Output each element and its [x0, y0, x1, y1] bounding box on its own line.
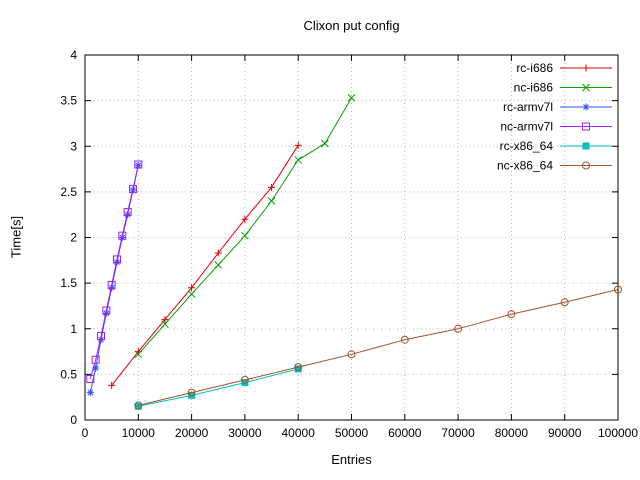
marker-nc-x86_64 — [134, 401, 143, 410]
legend-item-nc-armv7l: nc-armv7l — [500, 120, 612, 134]
y-tick-label: 2.5 — [60, 185, 77, 199]
x-tick-label: 40000 — [282, 426, 316, 440]
legend-sample-marker — [582, 142, 590, 150]
marker-nc-i686 — [347, 94, 356, 102]
legend-item-rc-x86_64: rc-x86_64 — [500, 139, 612, 153]
legend-label: nc-i686 — [514, 81, 554, 95]
legend-sample-marker — [582, 122, 590, 131]
marker-nc-armv7l — [118, 231, 127, 240]
marker-rc-i686 — [241, 215, 249, 223]
marker-nc-armv7l — [91, 355, 100, 364]
legend-item-nc-i686: nc-i686 — [514, 81, 612, 95]
marker-nc-armv7l — [102, 306, 111, 315]
marker-nc-i686 — [294, 156, 303, 164]
series-line-rc-i686 — [111, 145, 299, 386]
y-tick-label: 3.5 — [60, 94, 77, 108]
x-tick-label: 20000 — [175, 426, 209, 440]
y-tick-label: 3 — [70, 139, 77, 153]
marker-rc-armv7l — [108, 284, 116, 292]
marker-rc-armv7l — [86, 389, 94, 397]
y-tick-label: 1 — [70, 322, 77, 336]
series-line-nc-armv7l — [89, 164, 139, 380]
series-line-nc-x86_64 — [138, 289, 619, 406]
legend-label: nc-x86_64 — [497, 159, 553, 173]
marker-nc-armv7l — [112, 255, 121, 264]
marker-rc-armv7l — [124, 211, 132, 219]
marker-rc-armv7l — [92, 364, 100, 372]
marker-rc-i686 — [214, 249, 222, 257]
x-tick-label: 80000 — [495, 426, 529, 440]
y-tick-label: 2 — [70, 231, 77, 245]
marker-nc-x86_64 — [454, 324, 463, 333]
x-tick-label: 10000 — [122, 426, 156, 440]
x-tick-label: 60000 — [388, 426, 422, 440]
marker-rc-i686 — [268, 183, 276, 191]
y-tick-label: 0 — [70, 413, 77, 427]
x-tick-label: 30000 — [228, 426, 262, 440]
marker-nc-x86_64 — [294, 363, 303, 372]
legend-label: nc-armv7l — [500, 120, 553, 134]
x-tick-label: 70000 — [441, 426, 475, 440]
marker-nc-i686 — [320, 139, 329, 148]
marker-rc-x86_64 — [241, 379, 249, 387]
marker-nc-x86_64 — [400, 335, 409, 344]
marker-nc-x86_64 — [560, 298, 569, 307]
marker-rc-i686 — [188, 284, 196, 292]
legend-sample-marker — [582, 64, 590, 72]
marker-nc-i686 — [187, 290, 196, 298]
marker-nc-armv7l — [128, 185, 137, 194]
marker-rc-x86_64 — [294, 365, 302, 373]
marker-rc-x86_64 — [134, 402, 142, 410]
marker-nc-x86_64 — [187, 388, 196, 397]
marker-nc-armv7l — [123, 207, 132, 216]
marker-nc-armv7l — [86, 374, 95, 383]
legend-sample-marker — [582, 103, 590, 111]
marker-nc-x86_64 — [347, 350, 356, 359]
marker-nc-i686 — [267, 197, 276, 205]
legend-item-rc-armv7l: rc-armv7l — [503, 100, 612, 114]
marker-nc-x86_64 — [507, 310, 516, 319]
legend-label: rc-x86_64 — [500, 139, 554, 153]
marker-nc-i686 — [134, 350, 143, 359]
marker-nc-i686 — [241, 231, 249, 240]
marker-nc-i686 — [214, 261, 223, 269]
marker-nc-x86_64 — [614, 285, 622, 294]
marker-rc-x86_64 — [188, 391, 196, 399]
legend-label: rc-i686 — [516, 61, 553, 75]
x-tick-label: 100000 — [598, 426, 638, 440]
x-tick-label: 0 — [82, 426, 89, 440]
x-axis-title: Entries — [331, 452, 372, 467]
y-tick-label: 4 — [70, 48, 77, 62]
marker-nc-armv7l — [96, 332, 105, 341]
series-line-rc-armv7l — [89, 165, 139, 393]
marker-rc-i686 — [108, 381, 116, 389]
series-line-rc-x86_64 — [138, 368, 299, 407]
marker-nc-i686 — [161, 320, 169, 329]
chart-title: Clixon put config — [303, 18, 400, 33]
legend-label: rc-armv7l — [503, 100, 553, 114]
legend-item-nc-x86_64: nc-x86_64 — [497, 159, 612, 173]
marker-rc-armv7l — [102, 309, 110, 317]
marker-nc-armv7l — [107, 280, 116, 289]
y-tick-label: 1.5 — [60, 276, 77, 290]
x-tick-label: 90000 — [548, 426, 582, 440]
marker-rc-i686 — [294, 141, 302, 149]
marker-rc-i686 — [161, 316, 169, 324]
marker-nc-x86_64 — [240, 375, 249, 384]
legend-sample-marker — [582, 161, 590, 170]
marker-rc-armv7l — [113, 258, 121, 266]
legend-item-rc-i686: rc-i686 — [516, 61, 612, 75]
legend-sample-marker — [582, 83, 590, 92]
marker-nc-armv7l — [134, 160, 143, 169]
x-tick-label: 50000 — [335, 426, 369, 440]
y-tick-label: 0.5 — [60, 367, 77, 381]
